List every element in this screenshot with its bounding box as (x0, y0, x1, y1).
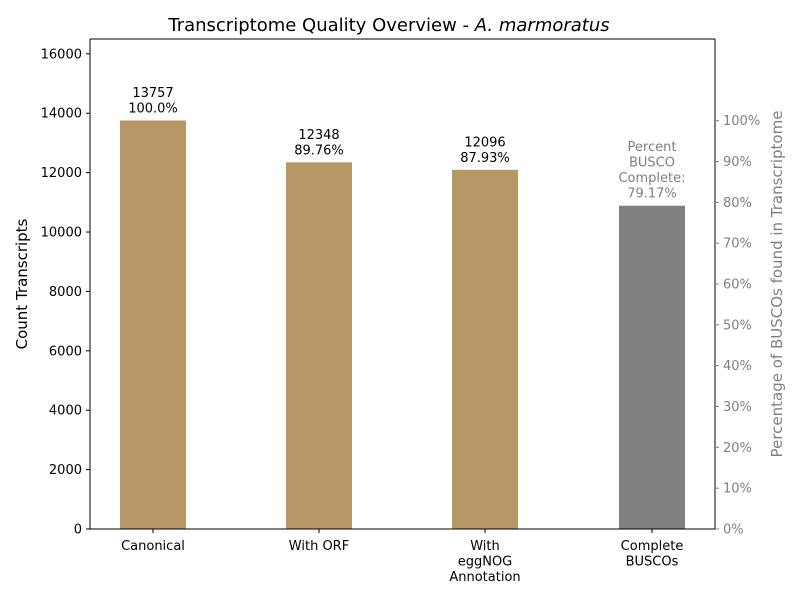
data-label-2: 12096 87.93% (460, 135, 510, 166)
data-labels-layer: 13757 100.0% 12348 89.76% 12096 87.93% Percent… (128, 86, 685, 202)
x-tick-label-3: Complete BUSCOs (621, 539, 684, 570)
y-right-tick-label-0: 0% (723, 523, 744, 538)
data-label-1: 12348 89.76% (294, 128, 344, 159)
chart-title: Transcriptome Quality Overview - A. marm… (167, 15, 609, 36)
y-tick-label-4: 8000 (49, 285, 82, 300)
y-right-tick-label-10: 100% (723, 114, 760, 129)
x-tick-label-2: With eggNOG Annotation (449, 539, 520, 585)
y-tick-label-3: 6000 (49, 344, 82, 359)
x-tick-label-1: With ORF (289, 539, 349, 554)
y-right-tick-label-4: 40% (723, 359, 752, 374)
y-right-tick-label-2: 20% (723, 441, 752, 456)
y-tick-label-7: 14000 (41, 107, 82, 122)
bar-0 (120, 120, 186, 529)
y-right-tick-label-9: 90% (723, 155, 752, 170)
y-tick-label-5: 10000 (41, 226, 82, 241)
y-right-tick-label-1: 10% (723, 482, 752, 497)
y-tick-label-0: 0 (74, 523, 82, 538)
y-right-tick-label-6: 60% (723, 278, 752, 293)
bars-layer (120, 120, 685, 529)
y-right-tick-label-5: 50% (723, 318, 752, 333)
bar-3 (619, 205, 685, 529)
y-axis-label: Count Transcripts (13, 218, 31, 349)
y-right-tick-label-7: 70% (723, 237, 752, 252)
y-tick-label-2: 4000 (49, 404, 82, 419)
y-right-tick-label-3: 30% (723, 400, 752, 415)
bar-1 (286, 162, 352, 529)
axes-layer: 0 2000 4000 6000 8000 10000 12000 14000 16000 0% 1… (41, 38, 760, 585)
y-axis-label-right: Percentage of BUSCOs found in Transcript… (768, 111, 786, 458)
y-tick-label-8: 16000 (41, 47, 82, 62)
data-label-0: 13757 100.0% (128, 86, 178, 117)
x-tick-label-0: Canonical (121, 539, 185, 554)
y-tick-label-1: 2000 (49, 463, 82, 478)
y-tick-label-6: 12000 (41, 166, 82, 181)
data-label-3: Percent BUSCO Complete: 79.17% (618, 140, 685, 202)
bar-2 (452, 169, 518, 529)
y-right-tick-label-8: 80% (723, 196, 752, 211)
